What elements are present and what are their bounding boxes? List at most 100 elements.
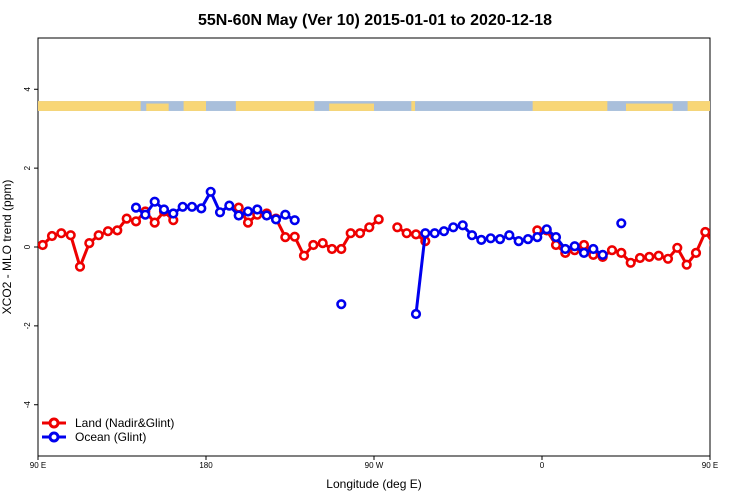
series-ocean-point <box>541 224 552 235</box>
series-land-point <box>720 232 728 240</box>
x-tick-label: 90 E <box>702 461 718 470</box>
series-land-point <box>392 222 403 233</box>
series-ocean-point <box>448 222 459 233</box>
series-ocean-point <box>476 234 487 245</box>
series-ocean-point <box>569 241 580 252</box>
series-ocean-point <box>130 202 142 213</box>
series-land-point <box>112 225 123 236</box>
series-land-point <box>625 257 636 268</box>
series-land-point <box>616 247 627 258</box>
series-ocean-point <box>140 209 151 220</box>
series-ocean-point <box>485 233 496 244</box>
legend-label-land: Land (Nadir&Glint) <box>75 416 174 430</box>
map-strip-land <box>183 101 206 111</box>
series-land-point <box>149 217 160 228</box>
series-land-point <box>709 243 710 247</box>
y-tick-label: 4 <box>23 86 32 91</box>
series-land-point <box>662 253 674 264</box>
series-ocean-point <box>336 299 347 310</box>
series-land-point <box>74 261 86 272</box>
series-ocean-point <box>214 207 226 218</box>
legend: Land (Nadir&Glint) Ocean (Glint) <box>42 416 174 444</box>
series-land-point <box>681 259 692 270</box>
series-land-point <box>38 239 48 251</box>
series-ocean-point <box>242 206 254 217</box>
series-ocean-point <box>205 186 216 197</box>
x-tick-label: 180 <box>199 461 213 470</box>
series-ocean-point <box>522 234 534 245</box>
series-ocean-point <box>466 230 478 241</box>
series-land-point <box>700 226 710 238</box>
series-land-point <box>102 226 114 237</box>
series-land-point <box>121 213 132 224</box>
y-tick-label: 0 <box>23 244 32 249</box>
legend-item-ocean: Ocean (Glint) <box>42 430 146 444</box>
series-ocean-point <box>616 218 627 229</box>
legend-swatch-land-marker <box>48 417 60 429</box>
series-land-point <box>93 230 104 241</box>
x-tick-label: 0 <box>540 461 545 470</box>
series-land-point <box>317 238 328 249</box>
x-tick-label: 90 W <box>365 461 384 470</box>
series-ocean-point <box>252 204 263 215</box>
series-land-point <box>730 231 738 239</box>
series-ocean-point <box>560 243 571 255</box>
series-ocean-point <box>270 214 282 225</box>
series-ocean-point <box>457 220 468 231</box>
x-axis-label: Longitude (deg E) <box>326 477 421 491</box>
series-land-point <box>233 202 244 213</box>
series-ocean-point <box>578 247 590 258</box>
series-land-point <box>65 230 76 241</box>
map-strip-land <box>411 101 416 111</box>
x-tick-label: 90 E <box>30 461 46 470</box>
series-land-point <box>130 216 142 227</box>
map-strip-land <box>687 101 710 111</box>
series-land-point <box>578 239 590 251</box>
series-land-point <box>653 250 664 261</box>
series-land-point <box>46 230 58 242</box>
series-ocean-point <box>261 210 272 221</box>
map-strip-land <box>38 101 141 111</box>
y-axis-label: XCO2 - MLO trend (ppm) <box>0 180 14 315</box>
series-ocean-point <box>289 215 300 226</box>
series-land-point <box>690 247 702 258</box>
series-ocean-point <box>149 196 160 207</box>
legend-swatch-ocean-marker <box>48 431 60 443</box>
series-ocean-point <box>168 208 179 219</box>
series-ocean-point <box>588 243 599 255</box>
series-land-point <box>364 222 375 233</box>
series-ocean-point <box>177 201 188 212</box>
series-ocean-point <box>410 308 422 320</box>
series-land-point <box>401 228 412 239</box>
map-strip-land <box>146 103 169 111</box>
map-strip-land <box>532 101 608 111</box>
series-ocean-point <box>280 209 291 220</box>
series-land-point <box>308 239 319 251</box>
series-ocean-point <box>504 230 515 241</box>
series-ocean-point <box>233 210 244 221</box>
series-ocean-point <box>186 201 198 212</box>
series-land-point <box>672 242 683 253</box>
chart-title: 55N-60N May (Ver 10) 2015-01-01 to 2020-… <box>198 12 552 29</box>
series-ocean-point <box>597 249 608 260</box>
series-ocean-point <box>494 234 506 245</box>
series-land-point <box>644 251 655 262</box>
series-land-point <box>345 228 356 239</box>
series-ocean-point <box>513 236 524 247</box>
series-land-point <box>606 245 618 256</box>
legend-item-land: Land (Nadir&Glint) <box>42 416 174 430</box>
series-ocean-point <box>429 228 440 239</box>
land-ocean-map-strip <box>38 101 710 111</box>
y-tick-label: 2 <box>23 165 32 170</box>
series-land-point <box>84 238 95 249</box>
series-land-point <box>336 243 347 255</box>
series-ocean-point <box>224 200 235 211</box>
series-ocean <box>130 186 627 320</box>
series-land-point <box>326 243 338 255</box>
series-land-point <box>56 228 67 239</box>
series-land-point <box>280 232 291 243</box>
map-strip-land <box>235 101 315 111</box>
y-tick-label: -2 <box>23 322 32 330</box>
series-ocean-point <box>550 232 562 243</box>
series-land-point <box>298 250 310 261</box>
